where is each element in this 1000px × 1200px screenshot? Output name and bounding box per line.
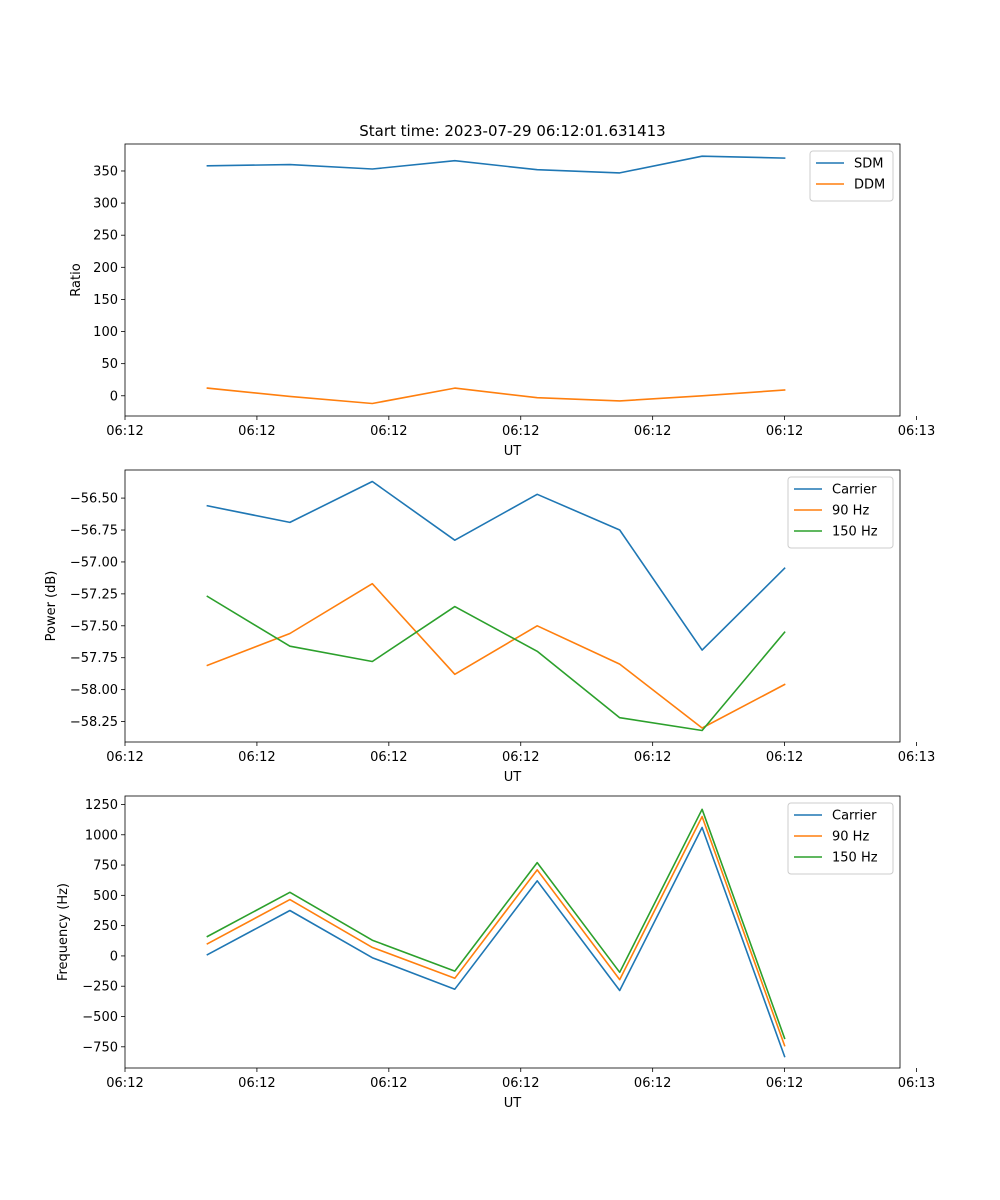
- x-tick-label: 06:12: [766, 1076, 803, 1091]
- legend-label: 150 Hz: [832, 525, 878, 540]
- y-tick-label: 250: [93, 919, 118, 934]
- legend-label: Carrier: [832, 809, 877, 824]
- y-tick-label: −57.25: [70, 587, 118, 602]
- legend-label: DDM: [854, 178, 885, 193]
- legend-label: SDM: [854, 157, 883, 172]
- y-tick-label: −58.00: [70, 683, 118, 698]
- series-line-carrier: [206, 826, 786, 1058]
- legend-label: 90 Hz: [832, 504, 869, 519]
- x-tick-label: 06:12: [370, 1076, 407, 1091]
- x-tick-label: 06:12: [634, 1076, 671, 1091]
- x-tick-label: 06:12: [370, 750, 407, 765]
- x-tick-label: 06:12: [766, 750, 803, 765]
- x-tick-label: 06:13: [898, 750, 935, 765]
- y-tick-label: 100: [93, 325, 118, 340]
- x-axis-label: UT: [504, 444, 522, 459]
- series-line-sdm: [206, 155, 786, 174]
- series-line-ddm: [206, 387, 786, 405]
- x-tick-label: 06:12: [766, 424, 803, 439]
- legend-label: 90 Hz: [832, 830, 869, 845]
- y-tick-label: 0: [110, 389, 118, 404]
- series-lines: [206, 808, 786, 1058]
- y-tick-label: 0: [110, 949, 118, 964]
- x-tick-label: 06:12: [370, 424, 407, 439]
- legend-label: Carrier: [832, 483, 877, 498]
- frequency-panel: 06:12 06:12 06:12 06:12 06:12 06:12 06:13 −750 −…: [56, 795, 935, 1111]
- x-tick-label: 06:13: [898, 1076, 935, 1091]
- x-axis-label: UT: [504, 1096, 522, 1111]
- x-tick-label: 06:12: [502, 424, 539, 439]
- x-tick-label: 06:12: [238, 1076, 275, 1091]
- y-tick-label: 50: [101, 357, 118, 372]
- y-tick-label: −57.50: [70, 619, 118, 634]
- x-tick-label: 06:12: [238, 750, 275, 765]
- legend-label: 150 Hz: [832, 851, 878, 866]
- series-lines: [206, 480, 786, 732]
- x-tick-label: 06:12: [502, 1076, 539, 1091]
- y-tick-label: −57.00: [70, 555, 118, 570]
- chart-title: Start time: 2023-07-29 06:12:01.631413: [359, 122, 665, 140]
- x-tick-label: 06:12: [502, 750, 539, 765]
- power-panel: 06:12 06:12 06:12 06:12 06:12 06:12 06:13 −58.2…: [44, 469, 935, 785]
- x-tick-label: 06:12: [238, 424, 275, 439]
- y-tick-label: 1000: [85, 828, 118, 843]
- legend: SDM DDM: [809, 150, 894, 202]
- series-lines: [206, 155, 786, 405]
- x-tick-label: 06:12: [634, 750, 671, 765]
- series-line-150-hz: [206, 595, 786, 732]
- axes-frame: [124, 469, 901, 743]
- axes-frame: [124, 143, 901, 417]
- x-tick-label: 06:13: [898, 424, 935, 439]
- y-tick-label: 300: [93, 197, 118, 212]
- y-axis-label: Power (dB): [44, 571, 59, 642]
- x-tick-label: 06:12: [106, 750, 143, 765]
- y-tick-label: 200: [93, 261, 118, 276]
- y-tick-label: 500: [93, 889, 118, 904]
- y-tick-label: 1250: [85, 798, 118, 813]
- y-tick-label: 250: [93, 229, 118, 244]
- x-tick-label: 06:12: [634, 424, 671, 439]
- series-line-90-hz: [206, 582, 786, 729]
- x-tick-label: 06:12: [106, 1076, 143, 1091]
- legend: Carrier 90 Hz 150 Hz: [787, 802, 894, 875]
- y-axis-label: Frequency (Hz): [56, 883, 71, 981]
- ratio-panel: 06:12 06:12 06:12 06:12 06:12 06:12 06:13 0 50 10…: [69, 143, 935, 459]
- y-tick-label: −500: [82, 1010, 118, 1025]
- y-tick-label: −58.25: [70, 715, 118, 730]
- y-tick-label: −750: [82, 1040, 118, 1055]
- y-tick-label: −57.75: [70, 651, 118, 666]
- series-line-150-hz: [206, 808, 786, 1040]
- y-tick-label: 150: [93, 293, 118, 308]
- x-tick-label: 06:12: [106, 424, 143, 439]
- y-tick-label: −250: [82, 980, 118, 995]
- y-tick-label: −56.50: [70, 492, 118, 507]
- y-tick-label: −56.75: [70, 524, 118, 539]
- y-tick-label: 750: [93, 859, 118, 874]
- series-line-carrier: [206, 480, 786, 651]
- x-axis-label: UT: [504, 770, 522, 785]
- axes-frame: [124, 795, 901, 1069]
- y-axis-label: Ratio: [69, 263, 84, 296]
- series-line-90-hz: [206, 815, 786, 1047]
- legend: Carrier 90 Hz 150 Hz: [787, 476, 894, 549]
- y-tick-label: 350: [93, 164, 118, 179]
